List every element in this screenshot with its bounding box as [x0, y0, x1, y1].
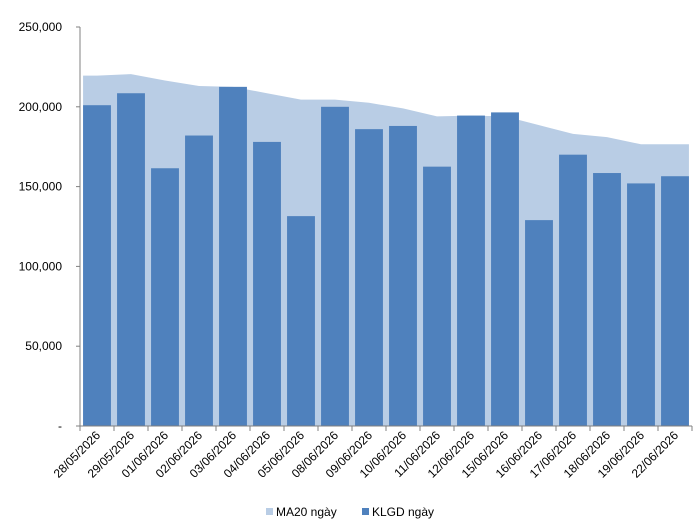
y-tick-label: 250,000 [19, 20, 63, 34]
bar-22-06-2026 [661, 176, 689, 426]
bar-29-05-2026 [117, 93, 145, 426]
bar-03-06-2026 [219, 86, 247, 426]
x-axis-labels: 28/05/202629/05/202601/06/202602/06/2026… [51, 428, 682, 481]
y-axis-labels: - 50,000 100,000 150,000 200,000 250,000 [19, 20, 63, 433]
bar-11-06-2026 [423, 166, 451, 426]
bar-01-06-2026 [151, 168, 179, 426]
bar-28-05-2026 [83, 105, 111, 426]
y-tick-label: 50,000 [25, 339, 62, 353]
bar-05-06-2026 [287, 216, 315, 426]
bar-10-06-2026 [389, 125, 417, 427]
y-tick-label: 200,000 [19, 100, 63, 114]
legend-swatch-ma20 [266, 508, 273, 515]
bar-18-06-2026 [593, 173, 621, 426]
legend-swatch-klgd [362, 508, 369, 515]
klgd-bar-series [83, 86, 689, 427]
bar-02-06-2026 [185, 135, 213, 426]
bar-19-06-2026 [627, 183, 655, 426]
bar-04-06-2026 [253, 141, 281, 427]
axes [76, 26, 693, 431]
legend-label-ma20: MA20 ngày [276, 505, 337, 519]
bar-15-06-2026 [491, 112, 519, 427]
bar-08-06-2026 [321, 106, 349, 427]
bar-09-06-2026 [355, 129, 383, 427]
y-tick-label: 100,000 [19, 259, 63, 273]
bar-17-06-2026 [559, 154, 587, 426]
bar-12-06-2026 [457, 115, 485, 426]
y-tick-label: - [58, 419, 62, 433]
bar-16-06-2026 [525, 220, 553, 426]
legend-label-klgd: KLGD ngày [372, 505, 434, 519]
y-tick-label: 150,000 [19, 180, 63, 194]
legend: MA20 ngày KLGD ngày [266, 505, 434, 519]
